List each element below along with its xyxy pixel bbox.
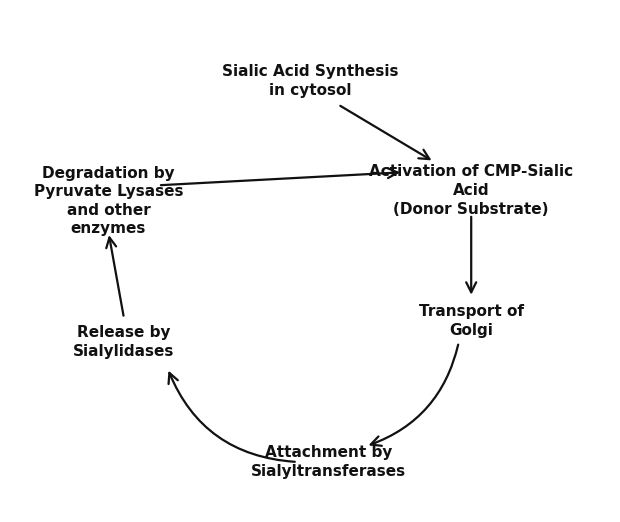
Text: Degradation by
Pyruvate Lysases
and other
enzymes: Degradation by Pyruvate Lysases and othe… [33,165,184,236]
Text: Activation of CMP-Sialic
Acid
(Donor Substrate): Activation of CMP-Sialic Acid (Donor Sub… [369,164,574,217]
Text: Sialic Acid Synthesis
in cytosol: Sialic Acid Synthesis in cytosol [222,64,398,98]
Text: Transport of
Golgi: Transport of Golgi [418,304,524,338]
Text: Release by
Sialylidases: Release by Sialylidases [73,325,175,359]
Text: Attachment by
Sialyltransferases: Attachment by Sialyltransferases [251,445,406,479]
